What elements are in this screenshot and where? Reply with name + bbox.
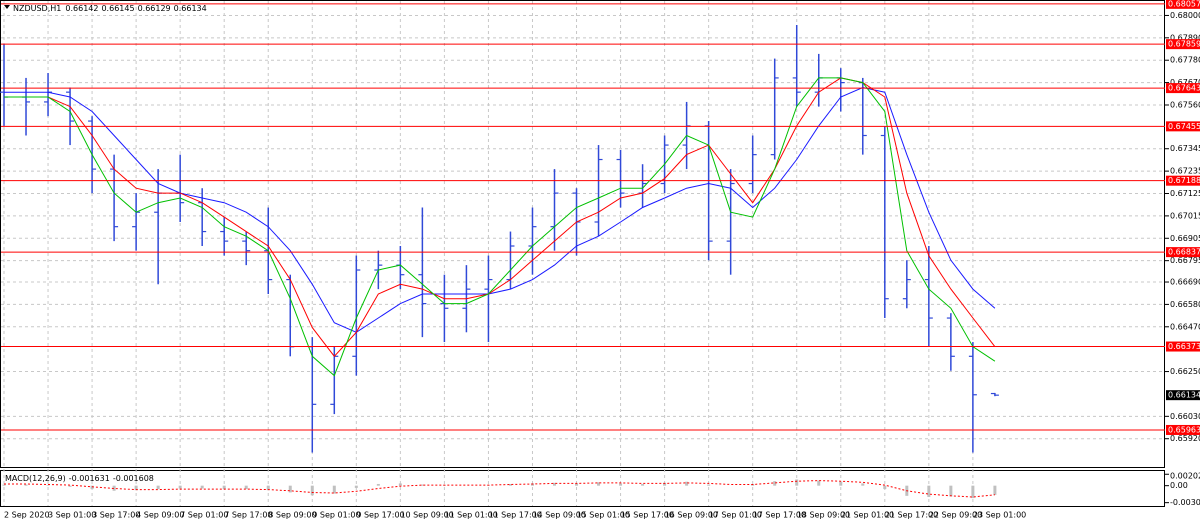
x-tick-label: 15 Sep 17:00 <box>621 511 674 520</box>
level-tag <box>1166 0 1200 9</box>
macd-title: MACD(12,26,9) -0.001631 -0.001608 <box>5 474 154 483</box>
x-tick-label: 17 Sep 17:00 <box>753 511 806 520</box>
x-tick-label: 17 Sep 01:00 <box>709 511 762 520</box>
y-tick-label: 0.66030 <box>1170 412 1200 421</box>
level-tag <box>1166 341 1200 352</box>
x-tick-label: 3 Sep 17:00 <box>92 511 140 520</box>
symbol: NZDUSD,H1 <box>13 4 61 13</box>
x-tick-label: 15 Sep 01:00 <box>577 511 630 520</box>
x-tick-label: 3 Sep 01:00 <box>48 511 96 520</box>
x-tick-label: 7 Sep 17:00 <box>224 511 272 520</box>
x-tick-label: 11 Sep 17:00 <box>488 511 541 520</box>
level-label: 0.66837 <box>1168 248 1200 257</box>
x-tick-label: 9 Sep 01:00 <box>312 511 360 520</box>
price-tag <box>1166 390 1200 401</box>
level-label: 0.68057 <box>1168 0 1200 8</box>
level-label: 0.66373 <box>1168 342 1200 351</box>
y-tick-label: 0.66905 <box>1170 234 1200 243</box>
y-tick-label: 0.67235 <box>1170 167 1200 176</box>
signal-value: -0.001608 <box>113 474 154 483</box>
x-tick-label: 18 Sep 09:00 <box>797 511 850 520</box>
macd-value: -0.001631 <box>69 474 110 483</box>
y-tick-label: 0.66580 <box>1170 300 1200 309</box>
level-label: 0.67188 <box>1168 176 1200 185</box>
y-tick-label: 0.67125 <box>1170 189 1200 198</box>
y-tick-label: 0.002024 <box>1170 472 1200 481</box>
chart-title: NZDUSD,H1 0.66142 0.66145 0.66129 0.66134 <box>13 4 207 13</box>
y-tick-label: -0.003008 <box>1170 498 1200 507</box>
y-tick-label: 0.66250 <box>1170 367 1200 376</box>
level-tag <box>1166 175 1200 186</box>
signal-line <box>4 480 995 498</box>
x-tick-label: 4 Sep 09:00 <box>136 511 184 520</box>
moving-average <box>4 77 996 377</box>
y-tick-label: 0.67780 <box>1170 56 1200 65</box>
y-tick-label: 0.00 <box>1170 481 1188 490</box>
menu-arrow <box>4 5 10 9</box>
y-tick-label: 0.66795 <box>1170 256 1200 265</box>
level-tag <box>1166 39 1200 50</box>
x-tick-label: 16 Sep 09:00 <box>665 511 718 520</box>
last-open: 0.66142 <box>65 4 98 13</box>
last-high: 0.66145 <box>101 4 134 13</box>
macd-frame <box>0 470 1165 507</box>
x-tick-label: 9 Sep 17:00 <box>356 511 404 520</box>
level-label: 0.65963 <box>1168 425 1200 434</box>
y-tick-label: 0.67345 <box>1170 144 1200 153</box>
y-tick-label: 0.67560 <box>1170 100 1200 109</box>
level-tag <box>1166 247 1200 258</box>
level-label: 0.67455 <box>1168 122 1200 131</box>
x-tick-label: 22 Sep 09:00 <box>929 511 982 520</box>
x-tick-label: 11 Sep 01:00 <box>444 511 497 520</box>
x-tick-label: 23 Sep 01:00 <box>973 511 1026 520</box>
x-tick-label: 21 Sep 01:00 <box>841 511 894 520</box>
price-label: 0.66134 <box>1168 391 1200 400</box>
main-frame <box>0 0 1165 468</box>
last-close: 0.66134 <box>174 4 207 13</box>
last-low: 0.66129 <box>138 4 171 13</box>
marks <box>0 3 1165 499</box>
level-tag <box>1166 424 1200 435</box>
level-tag <box>1166 83 1200 94</box>
y-tick-label: 0.66470 <box>1170 322 1200 331</box>
x-tick-label: 14 Sep 09:00 <box>532 511 585 520</box>
macd-name: MACD(12,26,9) <box>5 474 66 483</box>
y-tick-label: 0.67015 <box>1170 211 1200 220</box>
moving-average <box>4 77 996 358</box>
x-tick-label: 10 Sep 09:00 <box>400 511 453 520</box>
level-label: 0.67643 <box>1168 84 1200 93</box>
y-tick-label: 0.66690 <box>1170 278 1200 287</box>
level-tag <box>1166 121 1200 132</box>
x-tick-label: 8 Sep 09:00 <box>268 511 316 520</box>
y-tick-label: 0.67890 <box>1170 33 1200 42</box>
x-tick-label: 21 Sep 17:00 <box>885 511 938 520</box>
x-tick-label: 7 Sep 01:00 <box>180 511 228 520</box>
y-tick-label: 0.68000 <box>1170 11 1200 20</box>
y-tick-label: 0.67670 <box>1170 78 1200 87</box>
y-tick-label: 0.65920 <box>1170 434 1200 443</box>
moving-average <box>4 86 996 333</box>
level-label: 0.67859 <box>1168 40 1200 49</box>
labels: NZDUSD,H1 0.66142 0.66145 0.66129 0.66134 MA… <box>4 0 1200 520</box>
x-tick-label: 2 Sep 2020 <box>4 511 50 520</box>
